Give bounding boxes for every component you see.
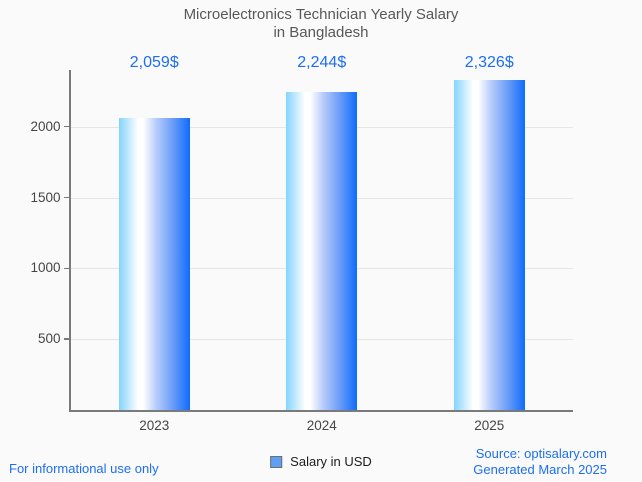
x-axis-label: 2023 xyxy=(139,418,170,433)
chart-title: Microelectronics Technician Yearly Salar… xyxy=(0,6,642,41)
y-axis-tick-label: 500 xyxy=(37,331,61,347)
legend-marker-icon xyxy=(270,455,283,468)
bar-value-label: 2,244$ xyxy=(297,54,347,71)
generated-date: Generated March 2025 xyxy=(473,461,607,477)
x-axis-line xyxy=(70,410,573,412)
bar-2024 xyxy=(286,92,358,410)
bar-2023 xyxy=(118,118,190,410)
legend: Salary in USD xyxy=(270,454,372,469)
chart-title-line2: in Bangladesh xyxy=(273,23,369,41)
bar-value-label: 2,059$ xyxy=(129,54,179,71)
y-axis-tick-label: 2000 xyxy=(30,118,61,134)
bar-2025 xyxy=(453,80,525,410)
y-axis-tick xyxy=(63,125,71,128)
y-axis-tick-label: 1500 xyxy=(30,189,61,205)
y-axis-tick xyxy=(63,196,71,199)
y-axis-tick xyxy=(63,267,71,270)
y-axis-tick-label: 1000 xyxy=(30,260,61,276)
y-axis-tick xyxy=(63,338,71,340)
x-axis-label: 2024 xyxy=(306,418,337,433)
x-axis-label: 2025 xyxy=(474,418,505,433)
y-axis-line xyxy=(69,70,71,412)
chart-title-line1: Microelectronics Technician Yearly Salar… xyxy=(183,6,459,23)
disclaimer-text: For informational use only xyxy=(9,461,159,476)
legend-label: Salary in USD xyxy=(290,454,372,469)
bar-value-label: 2,326$ xyxy=(464,54,514,71)
source-block: Source: optisalary.com Generated March 2… xyxy=(473,446,607,477)
source-link[interactable]: Source: optisalary.com xyxy=(475,446,607,461)
